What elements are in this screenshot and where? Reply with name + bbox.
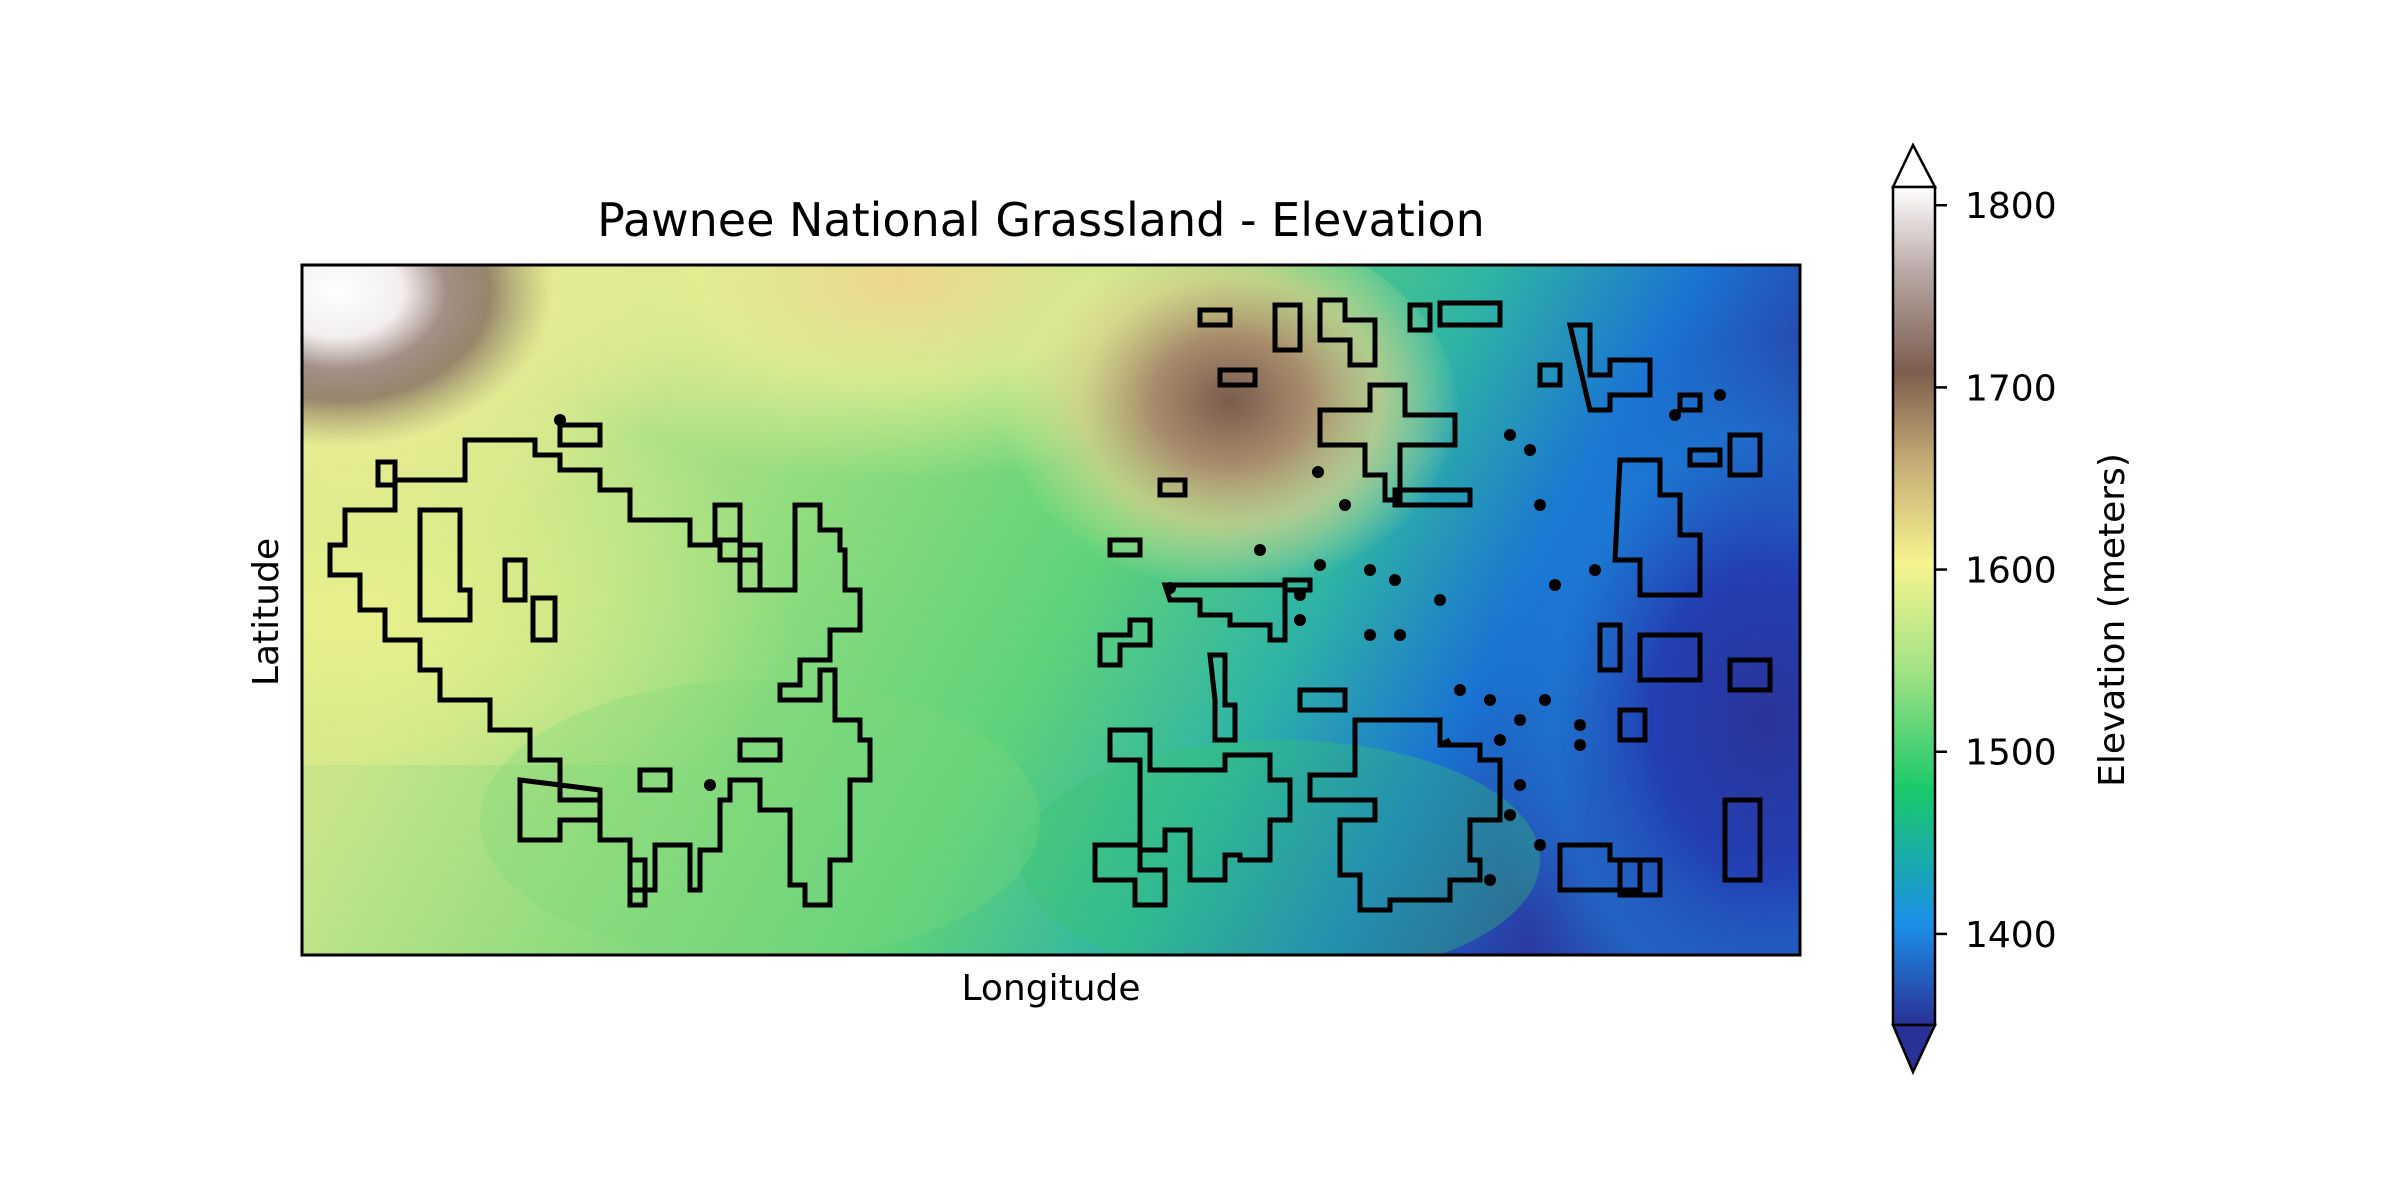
map-title: Pawnee National Grassland - Elevation: [597, 193, 1485, 247]
colorbar-body: [1891, 185, 1937, 1027]
grassland-boundaries: [327, 297, 1773, 913]
map-frame: [300, 263, 1802, 957]
colorbar-label: Elevation (meters): [2092, 453, 2133, 787]
colorbar: 1800 1700 1600 1500 1400 Elevation (meters): [1891, 142, 2133, 1076]
colorbar-tick-label: 1600: [1965, 551, 2057, 592]
colorbar-ticks: 1800 1700 1600 1500 1400: [1935, 186, 2057, 956]
colorbar-extend-top: [1891, 142, 1938, 189]
x-axis-label: Longitude: [961, 968, 1140, 1009]
colorbar-tick-label: 1700: [1965, 368, 2057, 409]
colorbar-extend-bottom: [1891, 1023, 1937, 1076]
colorbar-tick-label: 1400: [1965, 915, 2057, 956]
y-axis-label: Latitude: [246, 538, 287, 686]
colorbar-tick-label: 1500: [1965, 733, 2057, 774]
colorbar-tick-label: 1800: [1965, 186, 2057, 227]
boundary-parcels: [554, 389, 1726, 886]
